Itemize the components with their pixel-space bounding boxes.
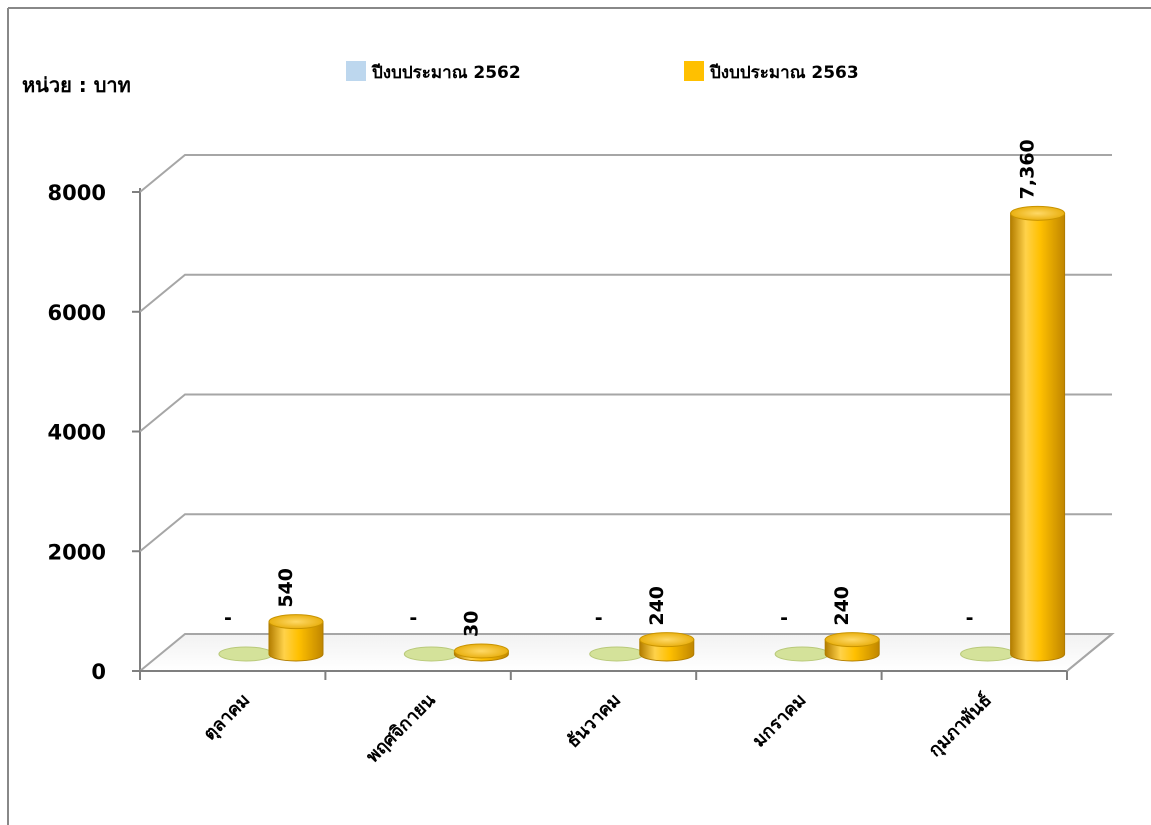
bar-2562 — [589, 646, 645, 662]
x-tick-label: พฤศจิกายน — [362, 689, 440, 767]
bar-2562 — [218, 646, 274, 662]
data-label-2563: 7,360 — [1017, 139, 1039, 199]
gridline — [139, 154, 1112, 193]
data-label-2562: - — [409, 607, 417, 629]
y-tick-label: 0 — [91, 660, 106, 684]
legend-swatch-2562 — [346, 61, 366, 81]
legend-label-2562: ปีงบประมาณ 2562 — [371, 62, 521, 83]
x-tick-label: กุมภาพันธ์ — [924, 689, 997, 762]
y-tick-label: 8000 — [48, 181, 106, 205]
bar-2562 — [403, 646, 459, 662]
bars — [218, 205, 1066, 662]
data-label-2562: - — [966, 607, 974, 629]
bar-2563 — [268, 614, 324, 662]
gridline — [139, 273, 1112, 313]
bar-2563 — [453, 643, 509, 662]
x-tick-label: ธันวาคม — [563, 690, 626, 753]
gridlines — [139, 154, 1112, 553]
x-axis-ticks: ตุลาคม พฤศจิกายน ธันวาคม มกราคม กุมภาพันธ์ — [139, 671, 1068, 767]
legend: ปีงบประมาณ 2562 ปีงบประมาณ 2563 — [346, 61, 859, 83]
chart-border — [7, 7, 1151, 825]
data-label-2563: 240 — [831, 586, 853, 626]
bar-2562 — [960, 646, 1016, 662]
bar-2562 — [774, 646, 830, 662]
bar-2563 — [824, 632, 880, 662]
y-tick-label: 2000 — [48, 540, 106, 564]
data-label-2563: 540 — [275, 568, 297, 608]
floor-right-edge — [1066, 633, 1113, 672]
y-axis-ticks: 0 2000 4000 6000 8000 — [48, 181, 140, 684]
data-label-2562: - — [780, 607, 788, 629]
bar-2563 — [1010, 205, 1066, 662]
y-tick-label: 6000 — [48, 301, 106, 325]
data-labels: - 540 - 30 - 240 - 240 - 7,360 — [224, 139, 1039, 637]
data-label-2562: - — [595, 607, 603, 629]
unit-label: หน่วย : บาท — [22, 73, 131, 97]
x-tick-label: มกราคม — [749, 690, 811, 752]
data-label-2563: 30 — [460, 611, 482, 637]
data-label-2562: - — [224, 607, 232, 629]
bar-2563 — [639, 632, 695, 662]
x-tick-label: ตุลาคม — [199, 690, 255, 746]
gridline — [139, 393, 1112, 433]
legend-swatch-2563 — [684, 61, 704, 81]
gridline — [139, 513, 1112, 553]
legend-label-2563: ปีงบประมาณ 2563 — [709, 62, 859, 83]
data-label-2563: 240 — [646, 586, 668, 626]
y-tick-label: 4000 — [48, 421, 106, 445]
